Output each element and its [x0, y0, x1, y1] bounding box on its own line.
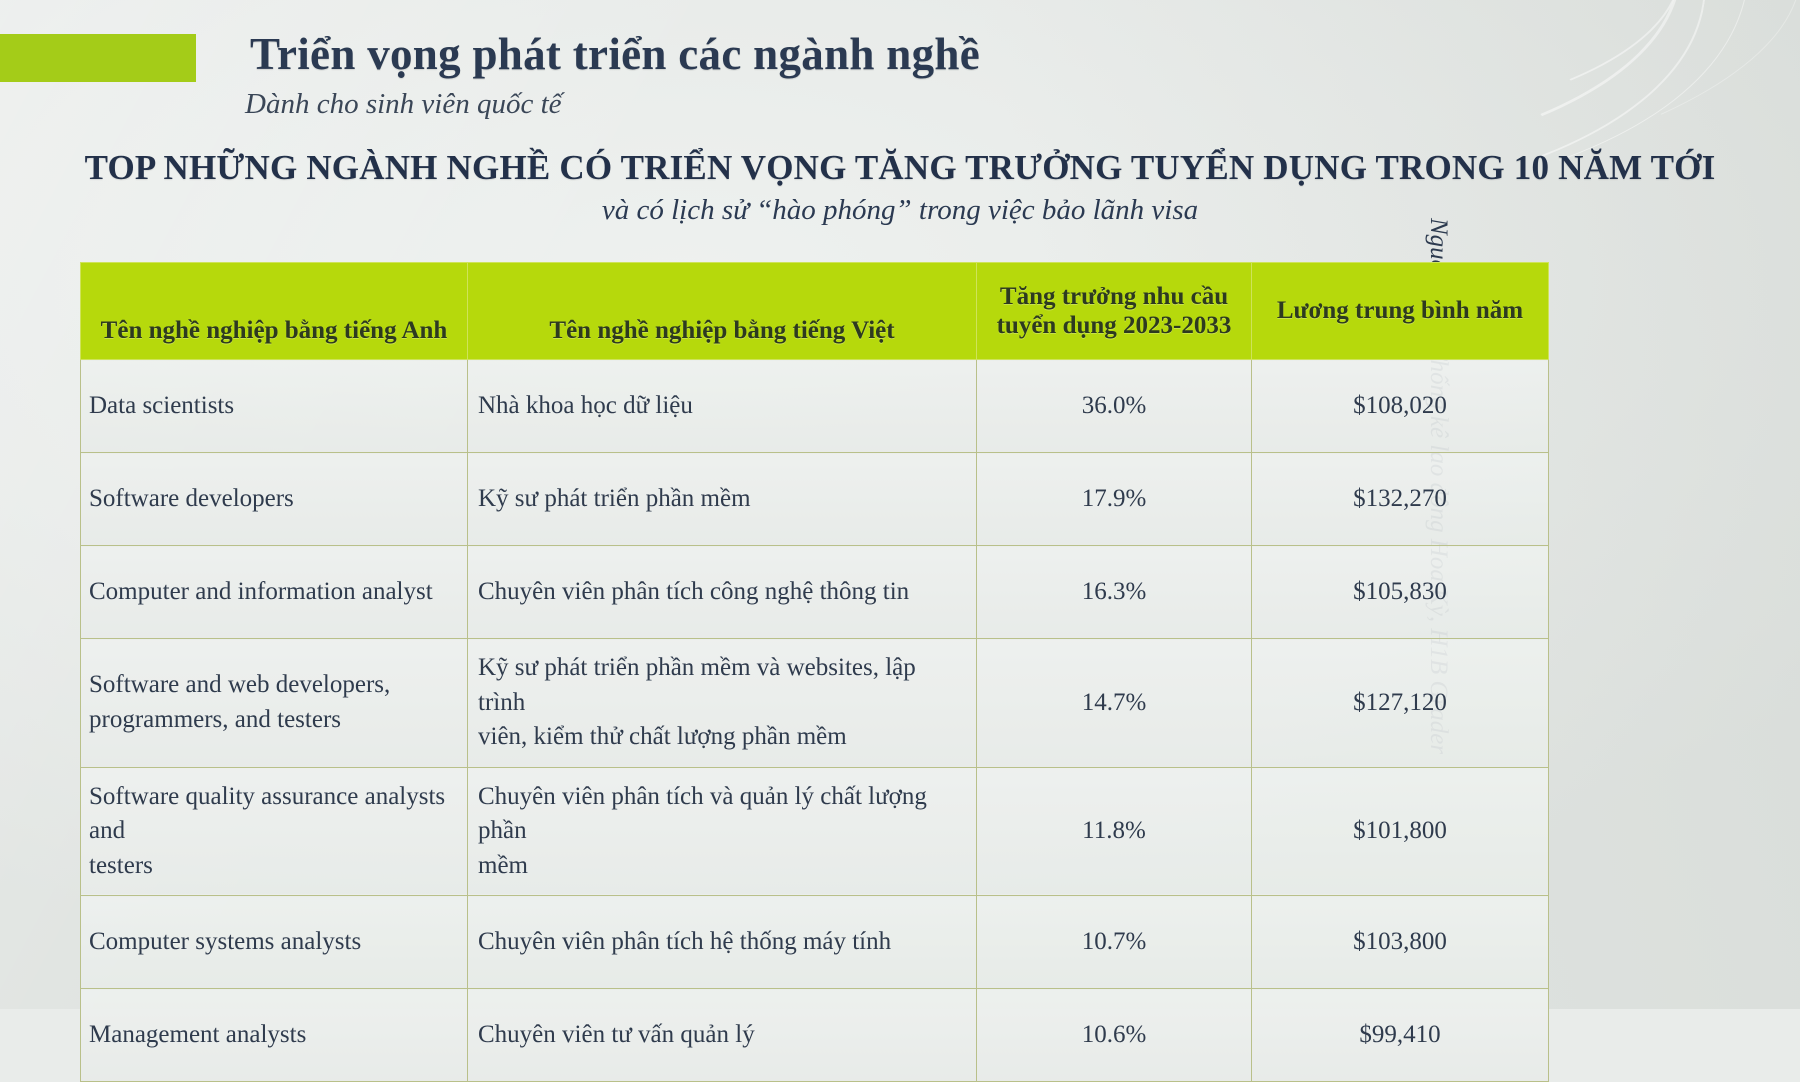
cell-growth: 10.7%	[976, 895, 1252, 989]
cell-growth: 14.7%	[976, 638, 1252, 768]
cell-english-title-line2: programmers, and testers	[89, 705, 342, 733]
cell-english-title: Data scientists	[80, 359, 468, 453]
column-header-growth[interactable]: Tăng trưởng nhu cầu tuyển dụng 2023-2033	[976, 262, 1252, 360]
cell-english-title: Management analysts	[80, 988, 468, 1082]
section-headline: TOP NHỮNG NGÀNH NGHỀ CÓ TRIỂN VỌNG TĂNG …	[84, 148, 1716, 187]
table-row[interactable]: Software and web developers, programmers…	[80, 638, 1549, 768]
cell-growth: 16.3%	[976, 545, 1252, 639]
cell-salary: $105,830	[1251, 545, 1549, 639]
occupations-table: Tên nghề nghiệp bằng tiếng Anh Tên nghề …	[80, 262, 1549, 1082]
cell-english-title-line2: testers	[89, 851, 153, 879]
table-row[interactable]: Computer and information analyst Chuyên …	[80, 545, 1549, 639]
cell-vietnamese-title: Kỹ sư phát triển phần mềm và websites, l…	[467, 638, 977, 768]
cell-growth: 36.0%	[976, 359, 1252, 453]
cell-growth: 10.6%	[976, 988, 1252, 1082]
cell-vietnamese-title: Chuyên viên phân tích và quản lý chất lư…	[467, 766, 977, 896]
cell-english-title-line1: Software and web developers,	[89, 671, 391, 699]
cell-english-title: Software developers	[80, 452, 468, 546]
cell-english-title-line1: Software quality assurance analysts and	[89, 782, 446, 845]
cell-growth: 11.8%	[976, 766, 1252, 896]
cell-salary: $132,270	[1251, 452, 1549, 546]
cell-english-title: Software and web developers, programmers…	[80, 638, 468, 768]
section-subheadline: và có lịch sử “hào phóng” trong việc bảo…	[601, 194, 1199, 226]
cell-vietnamese-title-line2: mềm	[478, 851, 528, 879]
cell-english-title: Computer systems analysts	[80, 895, 468, 989]
table-row[interactable]: Software quality assurance analysts and …	[80, 766, 1549, 896]
cell-vietnamese-title-line2: viên, kiểm thử chất lượng phần mềm	[478, 723, 847, 750]
table-row[interactable]: Computer systems analysts Chuyên viên ph…	[80, 895, 1549, 989]
cell-vietnamese-title: Chuyên viên tư vấn quản lý	[467, 988, 977, 1082]
column-header-english-title[interactable]: Tên nghề nghiệp bằng tiếng Anh	[80, 262, 468, 360]
cell-salary: $103,800	[1251, 895, 1549, 989]
cell-vietnamese-title-line1: Kỹ sư phát triển phần mềm và websites, l…	[478, 654, 916, 716]
accent-bar	[0, 34, 196, 82]
column-header-growth-line1: Tăng trưởng nhu cầu	[999, 282, 1229, 310]
cell-salary: $108,020	[1251, 359, 1549, 453]
column-header-vietnamese-title[interactable]: Tên nghề nghiệp bằng tiếng Việt	[467, 262, 977, 360]
cell-english-title: Computer and information analyst	[80, 545, 468, 639]
cell-salary: $101,800	[1251, 766, 1549, 896]
table-row[interactable]: Management analysts Chuyên viên tư vấn q…	[80, 988, 1549, 1082]
cell-vietnamese-title: Chuyên viên phân tích hệ thống máy tính	[467, 895, 977, 989]
column-header-salary[interactable]: Lương trung bình năm	[1251, 262, 1549, 360]
occupations-table-container: Tên nghề nghiệp bằng tiếng Anh Tên nghề …	[80, 262, 1549, 1082]
table-row[interactable]: Software developers Kỹ sư phát triển phầ…	[80, 452, 1549, 546]
page-subtitle: Dành cho sinh viên quốc tế	[245, 88, 562, 120]
cell-growth: 17.9%	[976, 452, 1252, 546]
cell-salary: $127,120	[1251, 638, 1549, 768]
table-body: Data scientists Nhà khoa học dữ liệu 36.…	[80, 359, 1549, 1082]
table-head: Tên nghề nghiệp bằng tiếng Anh Tên nghề …	[80, 262, 1549, 360]
cell-vietnamese-title-line1: Chuyên viên phân tích và quản lý chất lư…	[478, 782, 927, 845]
cell-salary: $99,410	[1251, 988, 1549, 1082]
cell-vietnamese-title: Kỹ sư phát triển phần mềm	[467, 452, 977, 546]
cell-english-title: Software quality assurance analysts and …	[80, 766, 468, 896]
cell-vietnamese-title: Nhà khoa học dữ liệu	[467, 359, 977, 453]
table-row[interactable]: Data scientists Nhà khoa học dữ liệu 36.…	[80, 359, 1549, 453]
column-header-growth-line2: tuyển dụng 2023-2033	[996, 312, 1232, 339]
page-title: Triển vọng phát triển các ngành nghề	[250, 29, 981, 79]
cell-vietnamese-title: Chuyên viên phân tích công nghệ thông ti…	[467, 545, 977, 639]
table-header-row: Tên nghề nghiệp bằng tiếng Anh Tên nghề …	[80, 262, 1549, 360]
